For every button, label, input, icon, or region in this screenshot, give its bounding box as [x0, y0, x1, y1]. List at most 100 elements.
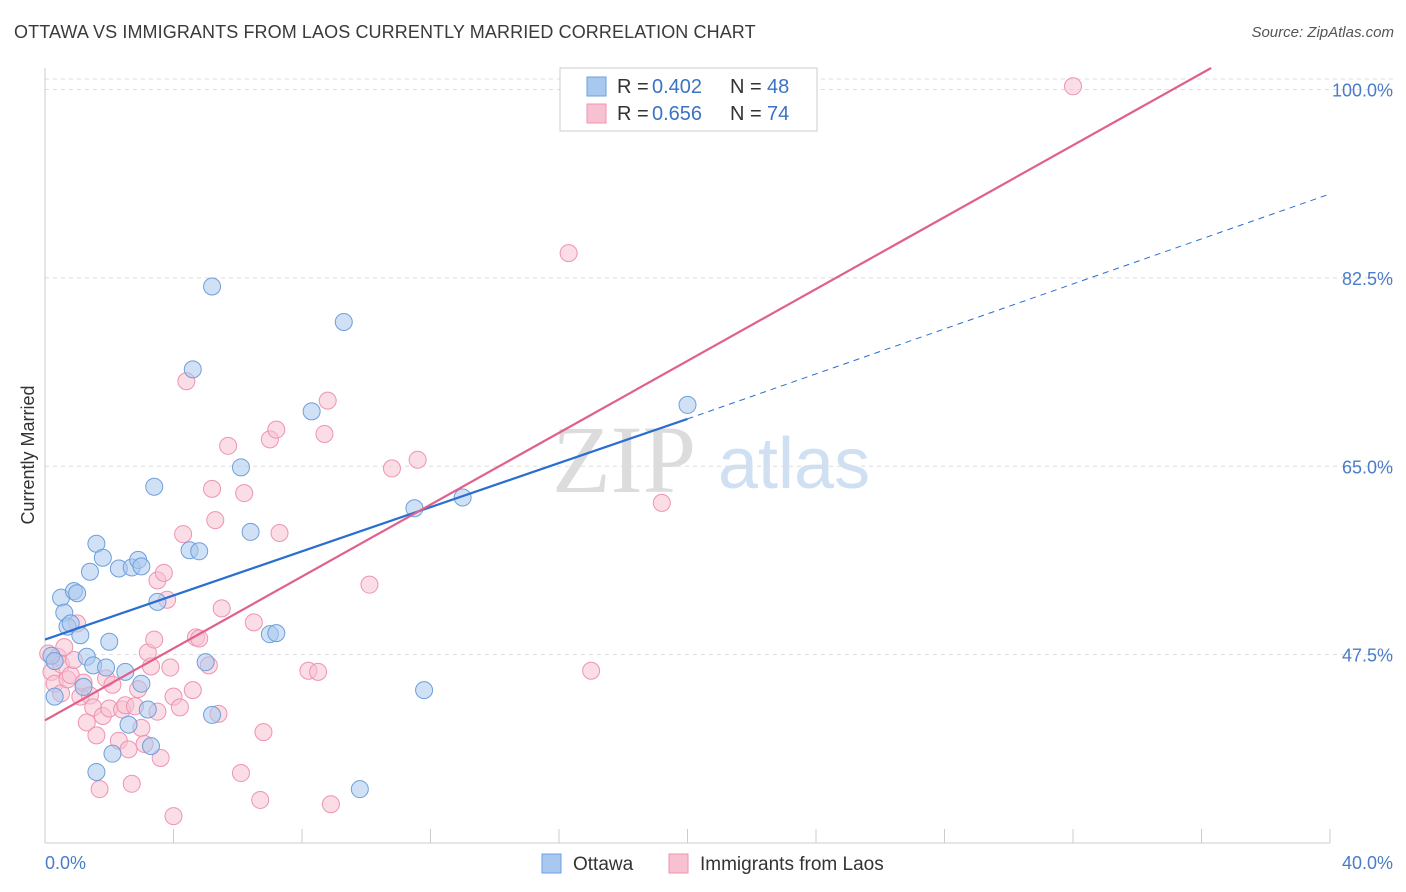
ottawa-point [142, 737, 161, 756]
laos-point [254, 723, 273, 742]
laos-point [119, 740, 138, 759]
x-tick-label-min: 0.0% [45, 853, 86, 873]
laos-point [161, 658, 180, 677]
y-tick-label: 82.5% [1342, 269, 1393, 289]
laos-point [170, 698, 189, 717]
legend-laos-r-value: 0.656 [652, 103, 702, 125]
ottawa-point [97, 658, 116, 677]
watermark-zip: ZIP [552, 406, 696, 513]
ottawa-point [196, 653, 215, 672]
laos-point [219, 436, 238, 455]
series-laos-points [39, 77, 1082, 826]
laos-point [183, 681, 202, 700]
laos-point [145, 630, 164, 649]
ottawa-point [453, 488, 472, 507]
ottawa-point [132, 674, 151, 693]
laos-point [559, 244, 578, 263]
laos-point [244, 613, 263, 632]
laos-point [251, 790, 270, 809]
legend-bottom-ottawa-swatch [541, 853, 562, 874]
ottawa-point [68, 584, 87, 603]
laos-point [360, 575, 379, 594]
ottawa-point [87, 762, 106, 781]
laos-trend-line [44, 67, 1212, 722]
trend-lines [44, 67, 1331, 722]
laos-point [382, 459, 401, 478]
laos-point [1064, 77, 1082, 96]
legend-ottawa-n-label: N = [730, 76, 762, 98]
ottawa-point [119, 715, 138, 734]
legend-ottawa-swatch [586, 76, 607, 97]
chart-title: OTTAWA VS IMMIGRANTS FROM LAOS CURRENTLY… [14, 22, 756, 42]
laos-point [55, 638, 74, 657]
laos-point [652, 493, 671, 512]
laos-point [154, 563, 173, 582]
ottawa-point [415, 681, 434, 700]
ottawa-point [145, 477, 164, 496]
ottawa-point [302, 402, 321, 421]
ottawa-point [103, 744, 122, 763]
ottawa-point [678, 395, 697, 414]
legend-bottom-laos-label: Immigrants from Laos [700, 854, 884, 875]
ottawa-point [93, 548, 112, 567]
legend-laos-r-label: R = [617, 103, 649, 125]
ottawa-point [190, 542, 209, 561]
ottawa-point [334, 313, 353, 332]
laos-point [164, 807, 183, 826]
laos-point [206, 511, 225, 530]
laos-point [315, 424, 334, 443]
legend-bottom-ottawa-label: Ottawa [573, 854, 634, 875]
legend-top: R = 0.402 N = 48 R = 0.656 N = 74 [559, 67, 818, 132]
laos-point [212, 599, 231, 618]
watermark-atlas: atlas [718, 424, 870, 504]
y-tick-label: 65.0% [1342, 457, 1393, 477]
ottawa-point [241, 522, 260, 541]
ottawa-point [132, 557, 151, 576]
laos-point [174, 525, 193, 544]
chart-source: Source: ZipAtlas.com [1251, 24, 1394, 41]
legend-bottom: Ottawa Immigrants from Laos [541, 853, 884, 875]
laos-point [203, 479, 222, 498]
laos-point [122, 774, 141, 793]
legend-laos-n-label: N = [730, 103, 762, 125]
ottawa-trend-extension [687, 193, 1331, 420]
ottawa-point [183, 360, 202, 379]
laos-point [267, 420, 286, 439]
ottawa-point [80, 562, 99, 581]
laos-point [270, 524, 289, 542]
y-axis-label: Currently Married [18, 385, 38, 524]
ottawa-point [61, 614, 80, 633]
laos-point [309, 662, 328, 681]
legend-laos-swatch [586, 103, 607, 124]
legend-ottawa-n-value: 48 [767, 76, 789, 98]
laos-point [235, 484, 254, 503]
watermark: ZIP atlas [552, 406, 870, 513]
y-tick-label: 47.5% [1342, 646, 1393, 666]
legend-ottawa-r-label: R = [617, 76, 649, 98]
ottawa-point [100, 632, 119, 651]
laos-point [151, 748, 170, 767]
laos-point [87, 726, 106, 745]
ottawa-point [45, 687, 64, 706]
laos-point [231, 764, 250, 783]
y-tick-label: 100.0% [1332, 81, 1393, 101]
legend-ottawa-r-value: 0.402 [652, 76, 702, 98]
y-tick-labels: 47.5% 65.0% 82.5% 100.0% [1332, 81, 1393, 666]
ottawa-point [231, 458, 250, 477]
x-axis-ticks [173, 829, 1331, 843]
series-ottawa-points [42, 277, 697, 799]
laos-point [318, 391, 337, 410]
ottawa-point [350, 780, 369, 799]
ottawa-point [267, 624, 286, 643]
ottawa-point [45, 652, 64, 671]
ottawa-trend-line [44, 417, 688, 641]
ottawa-point [138, 700, 157, 719]
ottawa-point [74, 677, 93, 696]
legend-laos-n-value: 74 [767, 103, 789, 125]
laos-point [90, 780, 109, 799]
laos-point [321, 795, 340, 814]
legend-bottom-laos-swatch [668, 853, 689, 874]
x-tick-label-max: 40.0% [1342, 853, 1393, 873]
laos-point [408, 450, 427, 469]
